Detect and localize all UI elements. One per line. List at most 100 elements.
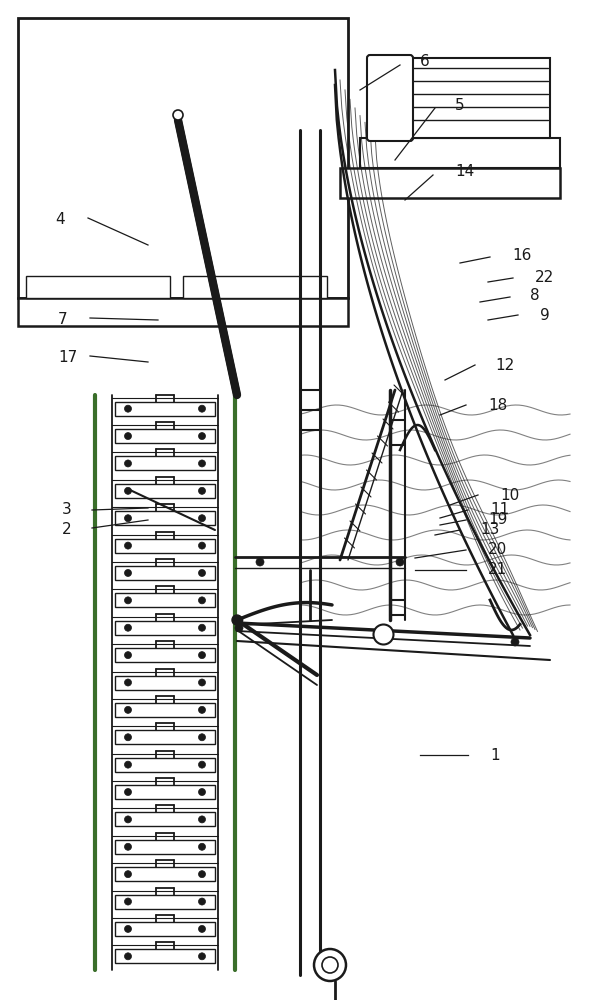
Circle shape [198, 679, 206, 686]
Bar [115, 949, 215, 963]
Text: 17: 17 [58, 351, 77, 365]
Text: 16: 16 [512, 247, 531, 262]
Circle shape [198, 734, 206, 741]
Bar [183, 276, 327, 298]
Circle shape [198, 761, 206, 768]
Text: 7: 7 [58, 312, 67, 328]
Text: 21: 21 [488, 562, 507, 578]
Text: 2: 2 [62, 522, 72, 538]
Circle shape [198, 953, 206, 960]
Bar [115, 922, 215, 936]
Bar [26, 276, 170, 298]
Circle shape [124, 652, 132, 659]
Circle shape [198, 542, 206, 549]
Circle shape [124, 898, 132, 905]
Bar [115, 812, 215, 826]
Circle shape [124, 734, 132, 741]
Text: 3: 3 [62, 502, 72, 518]
Circle shape [124, 433, 132, 440]
Bar [115, 566, 215, 580]
Circle shape [198, 925, 206, 932]
Text: 14: 14 [455, 164, 474, 180]
Text: 4: 4 [55, 213, 65, 228]
FancyBboxPatch shape [367, 55, 413, 141]
Text: 20: 20 [488, 542, 507, 558]
Text: 13: 13 [480, 522, 499, 538]
Circle shape [124, 542, 132, 549]
Bar [115, 867, 215, 881]
Bar [115, 758, 215, 772]
Circle shape [198, 843, 206, 850]
Text: 22: 22 [535, 270, 554, 286]
Circle shape [232, 615, 242, 625]
Circle shape [173, 110, 183, 120]
Circle shape [373, 624, 394, 645]
Text: 10: 10 [500, 488, 519, 502]
Bar [115, 785, 215, 799]
Bar [115, 402, 215, 416]
Bar [18, 298, 348, 326]
Circle shape [124, 487, 132, 494]
Circle shape [124, 871, 132, 878]
Circle shape [124, 761, 132, 768]
Circle shape [124, 405, 132, 412]
Circle shape [198, 487, 206, 494]
Circle shape [198, 433, 206, 440]
Text: 9: 9 [540, 308, 550, 322]
Circle shape [124, 925, 132, 932]
Bar [115, 676, 215, 690]
Circle shape [124, 460, 132, 467]
Circle shape [235, 624, 243, 632]
Circle shape [198, 706, 206, 713]
Text: 11: 11 [490, 502, 509, 518]
Circle shape [511, 638, 519, 646]
Circle shape [314, 949, 346, 981]
Circle shape [198, 871, 206, 878]
Bar [115, 593, 215, 607]
Circle shape [198, 652, 206, 659]
Circle shape [198, 624, 206, 631]
Text: 1: 1 [490, 748, 499, 762]
Text: 12: 12 [495, 358, 514, 372]
Bar [115, 703, 215, 717]
Text: 8: 8 [530, 288, 540, 302]
Circle shape [198, 898, 206, 905]
Bar [360, 138, 560, 168]
Bar [115, 895, 215, 909]
Circle shape [124, 843, 132, 850]
Bar [340, 168, 560, 198]
Circle shape [235, 616, 243, 624]
Bar [115, 511, 215, 525]
Bar [115, 621, 215, 635]
Circle shape [322, 957, 338, 973]
Circle shape [198, 460, 206, 467]
Circle shape [124, 515, 132, 522]
Circle shape [124, 624, 132, 631]
Bar [115, 840, 215, 854]
Text: 19: 19 [488, 512, 507, 528]
Circle shape [124, 679, 132, 686]
Bar [115, 648, 215, 662]
Text: 18: 18 [488, 397, 507, 412]
Circle shape [198, 597, 206, 604]
Circle shape [198, 515, 206, 522]
Circle shape [198, 789, 206, 796]
Bar [115, 484, 215, 498]
Circle shape [396, 558, 404, 566]
Circle shape [198, 569, 206, 576]
Circle shape [198, 405, 206, 412]
Circle shape [124, 953, 132, 960]
Bar [405, 58, 550, 138]
Bar [115, 456, 215, 470]
Circle shape [124, 597, 132, 604]
Circle shape [124, 569, 132, 576]
Circle shape [124, 816, 132, 823]
Text: 5: 5 [455, 98, 465, 112]
Circle shape [124, 789, 132, 796]
Circle shape [124, 706, 132, 713]
Circle shape [198, 816, 206, 823]
Bar [115, 539, 215, 553]
Text: 6: 6 [420, 54, 430, 70]
Bar [18, 18, 348, 298]
Bar [115, 730, 215, 744]
